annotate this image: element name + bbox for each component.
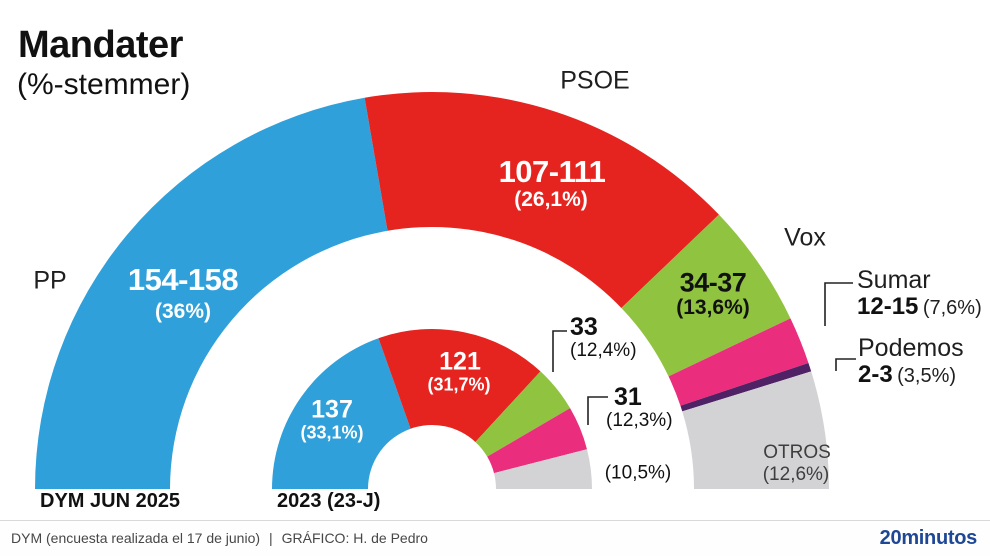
segment-dym-jun-2025-pp [35,97,388,489]
footer-credit: GRÁFICO: H. de Pedro [281,530,428,546]
pp-2025-seats: 154-158 [127,262,239,297]
pp-2023-pct: (33,1%) [300,422,364,443]
party-label-sumar: Sumar [857,266,931,294]
segment-dym-jun-2025-sumar [668,318,809,406]
pp-2025-pct: (36%) [154,300,212,323]
segment-dym-jun-2025-vox [621,214,791,377]
chart-title: Mandater [18,24,183,66]
footer-separator: | [269,530,273,546]
vox-2023-pct: (12,4%) [570,340,637,361]
ring-caption-2023: 2023 (23-J) [277,490,381,512]
footer-credits: DYM (encuesta realizada el 17 de junio) |… [11,530,428,546]
callout-line-vox-2023 [552,330,567,372]
chart-subtitle: (%-stemmer) [17,68,191,101]
party-label-podemos: Podemos [858,334,964,362]
psoe-2025-seats: 107-111 [498,154,606,189]
otros-2025-pct: (12,6%) [762,464,830,485]
sumar-2023-seats: 31 [614,383,642,411]
podemos-2025-block: Podemos 2-3 (3,5%) [858,334,964,389]
psoe-2025-pct: (26,1%) [514,188,588,211]
psoe-2023-seats: 121 [439,347,481,376]
callout-line-sumar-2023 [587,396,608,425]
otros-2025-name: OTROS [763,442,831,463]
party-label-vox: Vox [784,223,826,252]
vox-2025-seats: 34-37 [679,267,747,298]
vox-2025-pct: (13,6%) [676,296,750,319]
callout-line-sumar-2025 [824,282,853,326]
vox-2023-seats: 33 [570,313,598,341]
podemos-2025-pct: (3,5%) [897,365,957,387]
psoe-2023-pct: (31,7%) [427,374,491,395]
sumar-2023-block: 31 (12,3%) [606,385,673,433]
callout-lines [552,282,856,425]
otros-2023-pct: (10,5%) [604,462,672,484]
segment-dym-jun-2025-psoe [364,92,719,308]
footer-bar [0,520,990,556]
ring-caption-2025: DYM JUN 2025 [40,490,181,512]
pp-2023-seats: 137 [311,395,353,424]
sumar-2025-pct: (7,6%) [922,297,982,319]
segment-2023-(23-j)-pp [272,338,411,489]
segment-dym-jun-2025-podemos [680,362,812,412]
brand-logo: 20minutos [879,527,978,549]
donut-segments [35,92,829,489]
sumar-2023-pct: (12,3%) [606,410,673,431]
party-label-pp: PP [33,266,67,295]
vox-2023-block: 33 (12,4%) [570,315,637,363]
footer-source: DYM (encuesta realizada el 17 de junio) [11,530,261,546]
party-label-psoe: PSOE [560,66,630,95]
callout-line-podemos-2025 [835,358,856,371]
sumar-2025-seats: 12-15 [857,293,919,320]
segment-2023-(23-j)-psoe [378,329,541,442]
podemos-2025-seats: 2-3 [858,361,893,388]
sumar-2025-block: Sumar 12-15 (7,6%) [857,266,982,321]
segment-dym-jun-2025-otros [682,371,829,489]
segment-2023-(23-j)-sumar [487,408,587,474]
segment-2023-(23-j)-otros [493,449,592,489]
segment-2023-(23-j)-vox [475,371,571,457]
